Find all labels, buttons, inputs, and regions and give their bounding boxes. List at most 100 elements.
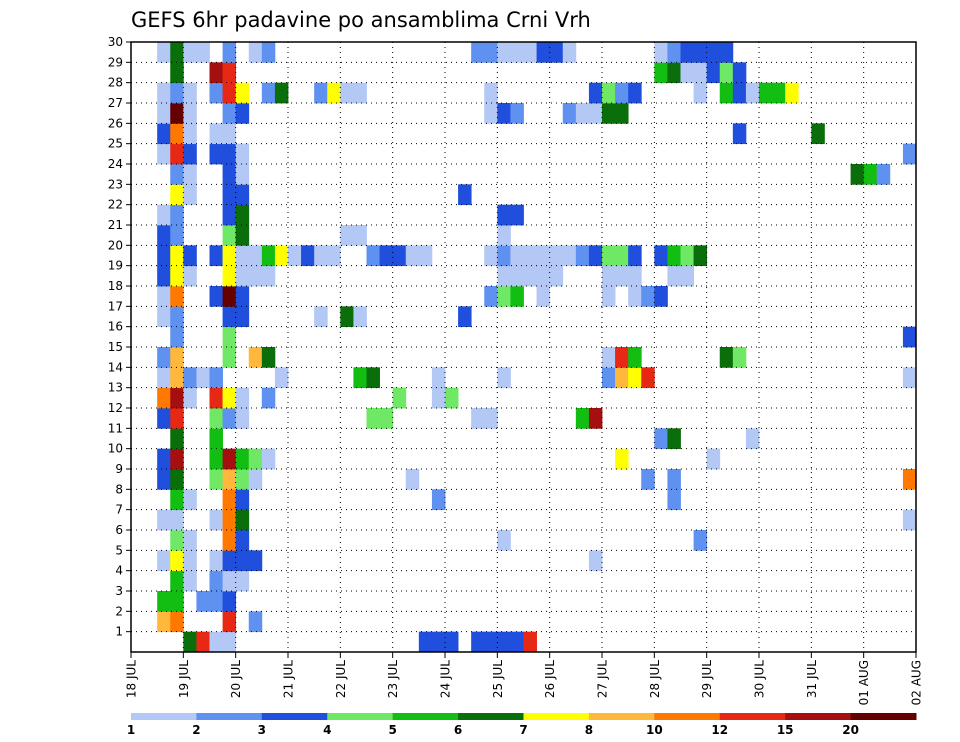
heatmap-cell [562, 245, 577, 267]
colorbar-label: 2 [192, 723, 200, 737]
heatmap-cell [615, 367, 629, 389]
heatmap-cell [484, 42, 498, 63]
heatmap-cell [170, 408, 184, 429]
x-tick-label: 23 JUL [386, 660, 400, 698]
heatmap-cell [183, 245, 197, 267]
heatmap-cell [680, 265, 694, 287]
heatmap-cell [536, 265, 551, 287]
heatmap-cell [523, 245, 537, 267]
heatmap-cell [497, 286, 511, 307]
heatmap-cell [157, 347, 171, 368]
heatmap-cell [484, 631, 498, 653]
heatmap-cell [222, 489, 237, 511]
heatmap-cell [405, 469, 420, 490]
heatmap-cell [209, 631, 223, 653]
heatmap-cell [248, 448, 263, 470]
heatmap-cell [183, 143, 197, 165]
heatmap-cell [615, 347, 629, 368]
heatmap-cell [641, 469, 655, 490]
heatmap-cell [222, 225, 237, 246]
heatmap-cell [431, 367, 446, 389]
heatmap-cell [222, 82, 237, 104]
heatmap-cell [876, 164, 891, 185]
x-tick-label: 27 JUL [596, 660, 610, 698]
heatmap-cell [301, 245, 315, 267]
heatmap-cell [615, 448, 629, 470]
heatmap-cell [183, 550, 197, 572]
heatmap-cell [667, 245, 681, 267]
heatmap-cell [693, 245, 708, 267]
heatmap-cell [471, 631, 485, 653]
heatmap-cell [222, 408, 237, 429]
heatmap-cell [667, 62, 681, 84]
heatmap-cell [706, 42, 721, 63]
heatmap-cell [785, 82, 799, 104]
y-tick-label: 21 [108, 218, 123, 232]
heatmap-cell [353, 82, 367, 104]
heatmap-cell [196, 367, 210, 389]
heatmap-cell [235, 164, 250, 185]
heatmap-cell [183, 387, 197, 409]
heatmap-cell [732, 62, 747, 84]
heatmap-cell [170, 570, 184, 592]
heatmap-cell [222, 611, 237, 633]
heatmap-cell [157, 286, 171, 307]
heatmap-cell [602, 347, 616, 368]
heatmap-cell [719, 347, 734, 368]
heatmap-cell [170, 387, 184, 409]
heatmap-cell [222, 550, 237, 572]
heatmap-cell [732, 82, 747, 104]
heatmap-cell [157, 123, 171, 145]
colorbar-label: 12 [711, 723, 728, 737]
x-axis-ticks: 18 JUL 19 JUL 20 JUL 21 JUL 22 JUL 23 JUL 24 J… [125, 652, 924, 705]
heatmap-cell [157, 245, 171, 267]
heatmap-cell [366, 408, 380, 429]
heatmap-cell [157, 408, 171, 429]
heatmap-cell [209, 245, 223, 267]
heatmap-cell [157, 42, 171, 63]
heatmap-cell [261, 448, 276, 470]
heatmap-cell [523, 631, 537, 653]
colorbar: 1 2 3 4 5 6 7 8 10 12 15 20 [127, 713, 917, 737]
heatmap-cell [274, 82, 289, 104]
heatmap-cell [209, 448, 223, 470]
y-tick-label: 3 [115, 584, 123, 598]
heatmap-cell [235, 265, 250, 287]
heatmap-cell [222, 245, 237, 267]
heatmap-cell [222, 164, 237, 185]
colorbar-swatch [196, 713, 263, 720]
heatmap-cell [654, 428, 668, 450]
heatmap-cell [327, 245, 341, 267]
heatmap-cell [222, 42, 237, 63]
heatmap-cell [209, 123, 223, 145]
heatmap-cell [431, 631, 446, 653]
heatmap-cell [628, 286, 642, 307]
heatmap-cell [222, 509, 237, 531]
heatmap-cell [732, 347, 747, 368]
y-tick-label: 26 [108, 116, 123, 130]
heatmap-cell [222, 469, 237, 490]
heatmap-cell [222, 143, 237, 165]
y-tick-label: 23 [108, 177, 123, 191]
heatmap-cell [628, 265, 642, 287]
heatmap-cell [575, 408, 590, 429]
heatmap-cell [170, 103, 184, 124]
heatmap-cell [314, 306, 328, 328]
colorbar-swatch [588, 713, 655, 720]
colorbar-label: 10 [646, 723, 663, 737]
heatmap-cell [366, 367, 380, 389]
colorbar-swatch [719, 713, 786, 720]
y-tick-label: 22 [108, 198, 123, 212]
y-tick-label: 11 [108, 421, 123, 435]
x-tick-label: 28 JUL [648, 660, 662, 698]
y-tick-label: 2 [115, 604, 123, 618]
colorbar-swatch [261, 713, 328, 720]
heatmap-cell [183, 367, 197, 389]
heatmap-cell [222, 62, 237, 84]
heatmap-cell [209, 428, 223, 450]
heatmap-cell [628, 82, 642, 104]
heatmap-cell [170, 143, 184, 165]
heatmap-cell [222, 387, 237, 409]
heatmap-cell [497, 204, 511, 226]
heatmap-cell [222, 326, 237, 348]
